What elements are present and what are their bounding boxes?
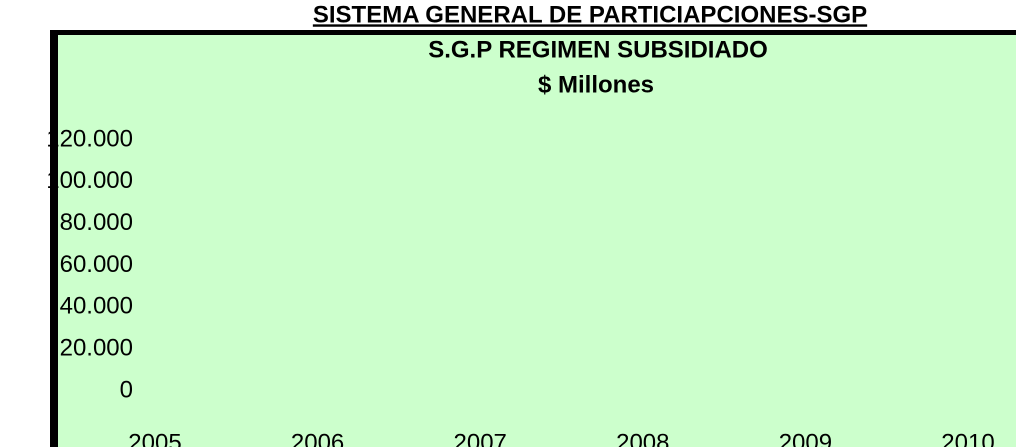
y-tick-label: 0 xyxy=(120,376,133,403)
x-tick-label: 2006 xyxy=(291,429,344,447)
y-tick-label: 80.000 xyxy=(60,209,133,236)
chart-subtitle: $ Millones xyxy=(538,71,654,98)
axis-line xyxy=(50,30,58,447)
plot-border xyxy=(50,30,1016,35)
y-tick-label: 100.000 xyxy=(46,167,133,194)
plot-area xyxy=(54,33,1016,447)
y-tick-label: 60.000 xyxy=(60,251,133,278)
x-tick-label: 2008 xyxy=(616,429,669,447)
y-tick-label: 20.000 xyxy=(60,335,133,362)
y-tick-label: 120.000 xyxy=(46,125,133,152)
chart-subtitle: S.G.P REGIMEN SUBSIDIADO xyxy=(428,36,768,63)
chart-title: SISTEMA GENERAL DE PARTICIAPCIONES-SGP xyxy=(313,1,867,28)
x-tick-label: 2009 xyxy=(779,429,832,447)
x-tick-label: 2005 xyxy=(128,429,181,447)
x-tick-label: 2007 xyxy=(454,429,507,447)
x-tick-label: 2010 xyxy=(941,429,994,447)
y-tick-label: 40.000 xyxy=(60,293,133,320)
